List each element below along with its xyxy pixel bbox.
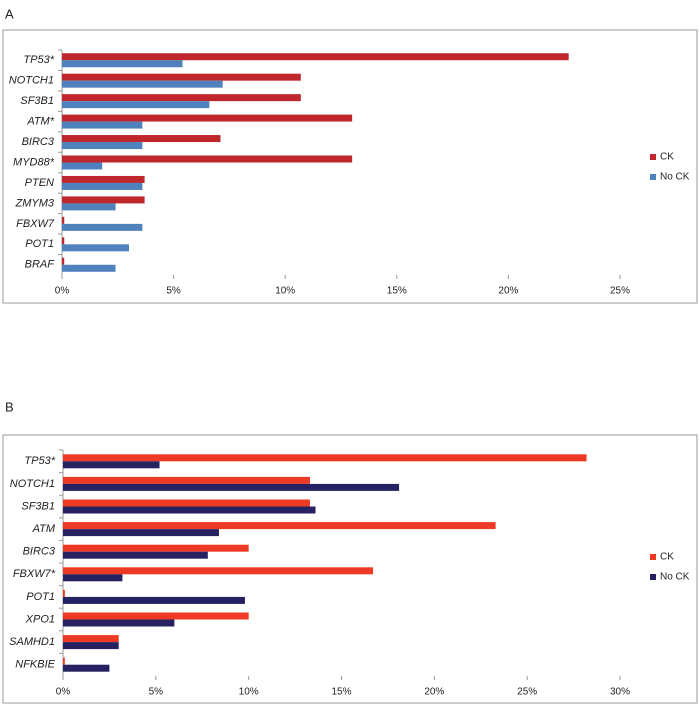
y-tick-label: BRAF (25, 259, 56, 271)
x-tick-label: 15% (387, 286, 407, 297)
bar (62, 80, 223, 88)
bar (63, 529, 219, 537)
legend-label: No CK (660, 572, 690, 583)
x-tick-label: 5% (166, 286, 181, 297)
bar (63, 506, 316, 514)
y-tick-label: FBXW7 (16, 218, 55, 230)
y-tick-label: NFKBIE (15, 659, 55, 671)
bar (62, 182, 143, 190)
x-tick-label: 10% (239, 687, 259, 698)
panel-label: A (5, 6, 14, 21)
bar (62, 135, 221, 143)
bar (62, 162, 103, 170)
bar (62, 175, 145, 183)
bar (62, 94, 301, 102)
bar (62, 155, 353, 163)
y-tick-label: POT1 (25, 238, 54, 250)
y-tick-label: BIRC3 (22, 136, 55, 148)
y-tick-label: XPO1 (25, 613, 55, 625)
y-tick-label: NOTCH1 (10, 478, 55, 490)
bar (63, 567, 374, 575)
legend-swatch (650, 574, 656, 580)
bar (62, 216, 65, 224)
y-tick-label: SF3B1 (20, 95, 54, 107)
bar (63, 635, 119, 643)
panel-frame (2, 29, 698, 304)
bar (62, 244, 129, 252)
bar (63, 619, 175, 627)
y-tick-label: SF3B1 (21, 500, 55, 512)
legend-swatch (650, 154, 656, 160)
y-tick-label: MYD88* (13, 156, 55, 168)
bar (63, 522, 496, 530)
bar (62, 121, 143, 129)
bar (62, 114, 353, 122)
bar (63, 499, 310, 507)
x-tick-label: 5% (149, 687, 164, 698)
y-tick-label: BIRC3 (23, 546, 56, 558)
legend-swatch (650, 554, 656, 560)
bar (62, 237, 65, 245)
bar (63, 596, 245, 604)
y-tick-label: TP53* (23, 54, 54, 66)
legend-label: CK (660, 552, 674, 563)
y-tick-label: ATM (32, 523, 56, 535)
bar (63, 454, 587, 462)
bar (63, 664, 110, 672)
legend-label: No CK (660, 172, 690, 183)
x-tick-label: 0% (55, 286, 70, 297)
y-tick-label: POT1 (26, 591, 55, 603)
bar (63, 574, 123, 582)
bar (62, 264, 116, 272)
y-tick-label: TP53* (24, 455, 55, 467)
x-tick-label: 25% (517, 687, 537, 698)
bar (62, 73, 301, 81)
bar (62, 53, 569, 61)
y-tick-label: ATM* (26, 115, 54, 127)
bar (62, 142, 143, 150)
bar (62, 257, 65, 265)
bar (63, 657, 65, 665)
bar (63, 476, 310, 484)
bar (63, 551, 208, 559)
x-tick-label: 10% (275, 286, 295, 297)
y-tick-label: PTEN (25, 177, 54, 189)
bar (63, 461, 160, 469)
x-tick-label: 25% (610, 286, 630, 297)
bar (62, 196, 145, 204)
bar (62, 203, 116, 211)
bar (62, 101, 210, 109)
y-tick-label: ZMYM3 (15, 197, 55, 209)
x-tick-label: 15% (331, 687, 351, 698)
y-tick-label: FBXW7* (13, 568, 56, 580)
legend-label: CK (660, 152, 674, 163)
y-tick-label: SAMHD1 (9, 636, 55, 648)
x-tick-label: 20% (498, 286, 518, 297)
bar (63, 483, 400, 491)
panel-label: B (5, 399, 14, 414)
bar (62, 60, 183, 68)
bar (63, 612, 249, 620)
bar (63, 642, 119, 650)
x-tick-label: 0% (56, 687, 71, 698)
bar (62, 223, 143, 231)
bar (63, 544, 249, 552)
y-tick-label: NOTCH1 (9, 75, 54, 87)
x-tick-label: 30% (610, 687, 630, 698)
x-tick-label: 20% (424, 687, 444, 698)
bar (63, 589, 65, 597)
legend-swatch (650, 174, 656, 180)
